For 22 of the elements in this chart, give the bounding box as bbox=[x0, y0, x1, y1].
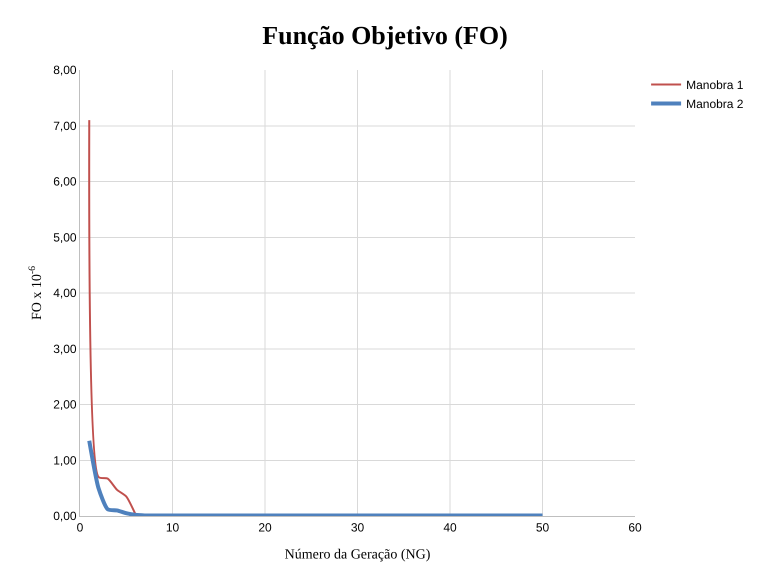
y-tick-label: 5,00 bbox=[53, 230, 77, 244]
x-tick-label: 40 bbox=[443, 520, 457, 534]
x-tick-label: 10 bbox=[166, 520, 180, 534]
chart-title: Função Objetivo (FO) bbox=[262, 20, 508, 50]
y-tick-label: 4,00 bbox=[53, 286, 77, 300]
legend-label: Manobra 1 bbox=[686, 78, 744, 92]
x-tick-label: 60 bbox=[628, 520, 642, 534]
x-tick-label: 0 bbox=[76, 520, 84, 534]
x-tick-label: 30 bbox=[350, 520, 364, 534]
y-tick-label: 2,00 bbox=[53, 398, 77, 412]
y-tick-label: 6,00 bbox=[53, 174, 77, 189]
legend-label: Manobra 2 bbox=[686, 97, 744, 112]
x-axis-title: Número da Geração (NG) bbox=[284, 548, 431, 563]
y-tick-label: 0,00 bbox=[53, 509, 77, 524]
line-series bbox=[88, 119, 136, 516]
y-tick-label: 3,00 bbox=[53, 342, 77, 356]
y-tick-label: 8,00 bbox=[53, 63, 77, 78]
x-tick-label: 20 bbox=[258, 520, 272, 534]
y-tick-label: 7,00 bbox=[53, 118, 77, 133]
x-tick-label: 50 bbox=[536, 520, 550, 534]
y-tick-label: 1,00 bbox=[53, 453, 77, 468]
line-series bbox=[87, 438, 544, 516]
